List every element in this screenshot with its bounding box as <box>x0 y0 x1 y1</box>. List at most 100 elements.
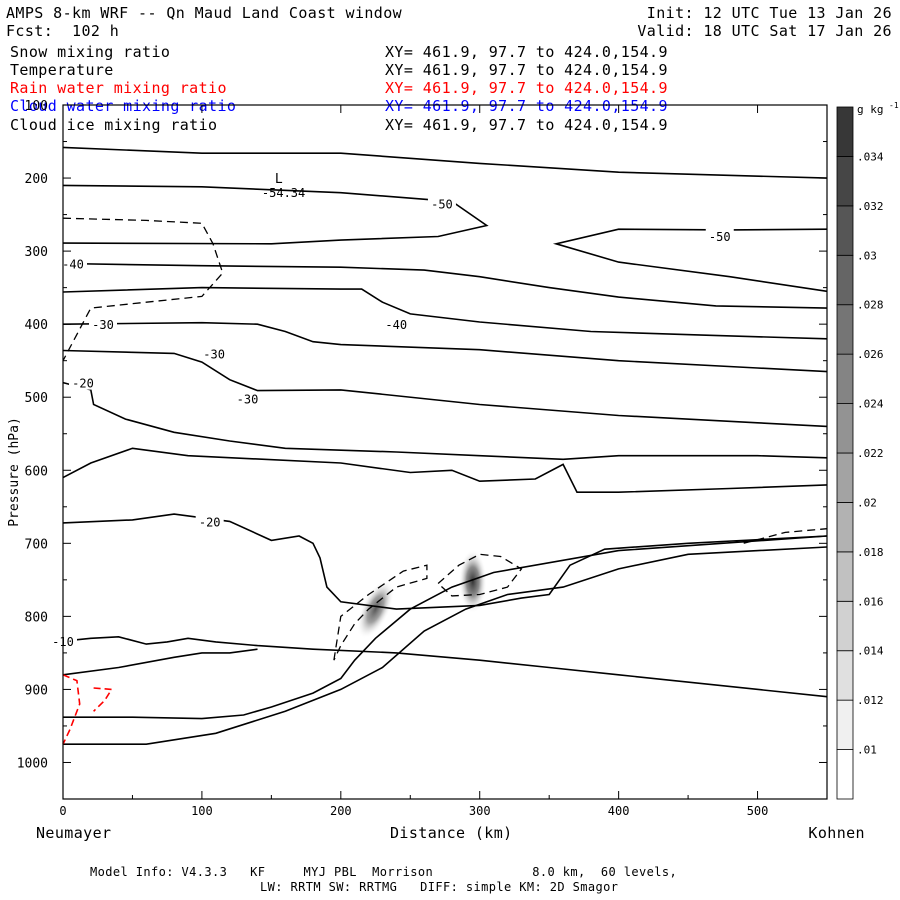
colorbar-segment <box>836 452 854 503</box>
colorbar-tick-label: .012 <box>857 694 884 707</box>
legend-name-snow: Snow mixing ratio <box>10 43 171 61</box>
colorbar-segment <box>836 650 854 701</box>
x-tick-label: 400 <box>608 804 630 818</box>
colorbar-tick-label: .022 <box>857 447 884 460</box>
colorbar-segment <box>836 600 854 652</box>
right-endpoint-label: Kohnen <box>808 824 865 842</box>
colorbar-segment <box>836 205 854 256</box>
colorbar-tick-label: .028 <box>857 299 884 312</box>
y-tick-label: 400 <box>25 318 48 333</box>
contour-label: -50 <box>431 197 453 211</box>
legend-name-rain: Rain water mixing ratio <box>10 79 227 97</box>
temperature-contour <box>62 262 828 309</box>
temperature-contour <box>63 535 828 720</box>
contour-label: -40 <box>385 318 407 332</box>
legend-xy-cloud-ice: XY= 461.9, 97.7 to 424.0,154.9 <box>385 116 668 134</box>
contour-label-bg <box>89 317 117 332</box>
contour-label: -30 <box>92 318 114 332</box>
x-axis-label: Distance (km) <box>390 824 513 842</box>
y-tick-label: 700 <box>25 537 48 552</box>
init-time: Init: 12 UTC Tue 13 Jan 26 <box>646 4 892 22</box>
temperature-contour <box>62 635 828 698</box>
chart-title: AMPS 8-km WRF -- Qn Maud Land Coast wind… <box>6 4 403 22</box>
y-tick-label: 1000 <box>17 756 48 771</box>
temperature-contour <box>62 286 828 340</box>
model-info: Model Info: V4.3.3 KF MYJ PBL Morrison 8… <box>90 865 678 879</box>
legend-name-temperature: Temperature <box>10 61 114 79</box>
colorbar-segment <box>836 254 854 306</box>
colorbar-tick-label: .03 <box>857 249 877 262</box>
colorbar-tick-label: .024 <box>857 398 884 411</box>
forecast-hour: Fcst: 102 h <box>6 22 120 40</box>
contour-label-bg <box>705 228 734 243</box>
contour-label: -20 <box>199 515 221 529</box>
cloud-ice-shading <box>357 579 395 639</box>
legend-xy-temperature: XY= 461.9, 97.7 to 424.0,154.9 <box>385 61 668 79</box>
temperature-contour <box>62 513 828 610</box>
contour-label: -50 <box>709 230 731 244</box>
y-axis-label: Pressure (hPa) <box>7 417 22 527</box>
contour-label: -30 <box>237 393 259 407</box>
colorbar-tick-label: .02 <box>857 496 877 509</box>
colorbar-segment <box>836 749 854 800</box>
contour-label-bg <box>69 375 97 390</box>
x-tick-label: 100 <box>191 804 213 818</box>
y-tick-label: 100 <box>25 99 48 114</box>
low-marker-label: L <box>275 172 283 187</box>
contour-label-bg <box>195 514 224 529</box>
colorbar-segment <box>836 106 854 157</box>
snow-mixing-contour <box>62 217 224 362</box>
colorbar-segment <box>836 502 854 553</box>
colorbar-segment <box>836 699 854 750</box>
legend-xy-snow: XY= 461.9, 97.7 to 424.0,154.9 <box>385 43 668 61</box>
colorbar-segment <box>836 304 854 355</box>
contour-label: -40 <box>62 258 84 272</box>
colorbar-segment <box>836 156 854 207</box>
snow-mixing-contour <box>437 553 523 597</box>
x-tick-label: 200 <box>330 804 352 818</box>
colorbar-tick-label: .014 <box>857 645 884 658</box>
temperature-contour <box>62 447 828 493</box>
colorbar-tick-label: .026 <box>857 348 884 361</box>
rain-mixing-contour <box>93 687 113 712</box>
temperature-contour <box>62 184 489 245</box>
y-tick-label: 200 <box>25 172 48 187</box>
colorbar-tick-label: .016 <box>857 595 884 608</box>
contour-label-bg <box>382 316 411 331</box>
valid-time: Valid: 18 UTC Sat 17 Jan 26 <box>637 22 892 40</box>
y-tick-label: 500 <box>25 391 48 406</box>
legend-xy-cloud-water: XY= 461.9, 97.7 to 424.0,154.9 <box>385 97 668 115</box>
legend-xy-rain: XY= 461.9, 97.7 to 424.0,154.9 <box>385 79 668 97</box>
temperature-contour <box>62 648 258 676</box>
contour-label: -30 <box>203 347 225 361</box>
colorbar-tick-label: .034 <box>857 150 884 163</box>
physics-info: LW: RRTM SW: RRTMG DIFF: simple KM: 2D S… <box>260 880 619 894</box>
colorbar-segment <box>836 403 854 454</box>
colorbar-tick-label: .018 <box>857 546 884 559</box>
contour-label-bg <box>233 391 262 406</box>
temperature-contour <box>552 228 828 293</box>
snow-mixing-contour <box>333 564 428 661</box>
colorbar-tick-label: .01 <box>857 744 877 757</box>
rain-mixing-contour <box>62 674 81 745</box>
legend-name-cloud-ice: Cloud ice mixing ratio <box>10 116 218 134</box>
colorbar-tick-label: .032 <box>857 200 884 213</box>
left-endpoint-label: Neumayer <box>36 824 112 842</box>
y-tick-label: 900 <box>25 683 48 698</box>
colorbar-segment <box>836 551 854 602</box>
temperature-contour <box>62 321 828 373</box>
y-tick-label: 800 <box>25 610 48 625</box>
contour-label-bg <box>200 346 229 361</box>
snow-mixing-contour <box>743 528 828 544</box>
contour-label-bg <box>59 256 87 271</box>
contour-label: -20 <box>72 377 94 391</box>
x-tick-label: 0 <box>59 804 66 818</box>
y-tick-label: 600 <box>25 464 48 479</box>
cloud-ice-shading <box>458 549 487 614</box>
colorbar-segment <box>836 353 854 404</box>
temperature-contour <box>62 349 828 428</box>
colorbar-unit-exponent: -1 <box>889 101 899 110</box>
plot-frame <box>62 104 828 800</box>
x-tick-label: 300 <box>469 804 491 818</box>
